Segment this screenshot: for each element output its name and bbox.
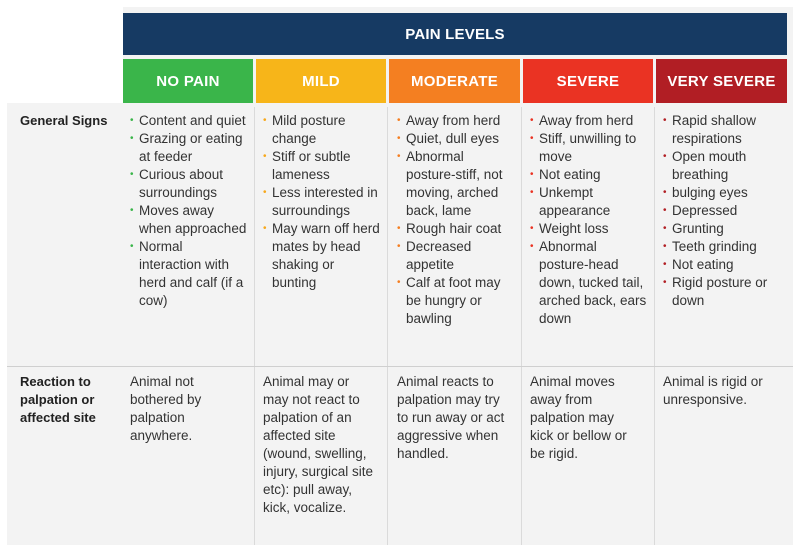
sign-list-item: Depressed (663, 202, 783, 220)
sign-list-item: Rigid posture or down (663, 274, 783, 310)
sign-list-item: Abnormal posture-head down, tucked tail,… (530, 238, 648, 328)
level-moderate: MODERATE (389, 59, 520, 103)
sign-list-item: Grunting (663, 220, 783, 238)
sign-list-item: Quiet, dull eyes (397, 130, 515, 148)
sign-list-item: Not eating (663, 256, 783, 274)
cell-general-mild: Mild posture changeStiff or subtle lamen… (263, 112, 381, 292)
sign-list-item: Content and quiet (130, 112, 248, 130)
cell-reaction-severe: Animal moves away from palpation may kic… (530, 374, 627, 461)
sign-list-item: Not eating (530, 166, 648, 184)
sign-list-item: Less interested in surroundings (263, 184, 381, 220)
cell-general-very-severe: Rapid shallow respirationsOpen mouth bre… (663, 112, 783, 310)
column-divider (387, 107, 388, 545)
sign-list-item: Away from herd (397, 112, 515, 130)
corner-blank (7, 7, 123, 103)
pain-levels-header: PAIN LEVELS (123, 13, 787, 55)
sign-list-item: Open mouth breathing (663, 148, 783, 184)
level-mild: MILD (256, 59, 386, 103)
sign-list-item: Stiff or subtle lameness (263, 148, 381, 184)
sign-list-item: Moves away when approached (130, 202, 248, 238)
cell-reaction-moderate: Animal reacts to palpation may try to ru… (397, 374, 505, 461)
sign-list-item: Teeth grinding (663, 238, 783, 256)
cell-reaction-mild: Animal may or may not react to palpation… (263, 374, 374, 515)
cell-general-no-pain: Content and quietGrazing or eating at fe… (130, 112, 248, 310)
level-very-severe: VERY SEVERE (656, 59, 787, 103)
column-divider (654, 107, 655, 545)
cell-reaction-no-pain: Animal not bothered by palpation anywher… (130, 374, 202, 443)
sign-list-item: Weight loss (530, 220, 648, 238)
sign-list-item: Normal interaction with herd and calf (i… (130, 238, 248, 310)
cell-general-moderate: Away from herdQuiet, dull eyesAbnormal p… (397, 112, 515, 328)
cell-reaction-very-severe: Animal is rigid or unresponsive. (663, 374, 763, 407)
sign-list-item: Rough hair coat (397, 220, 515, 238)
sign-list-item: Abnormal posture-stiff, not moving, arch… (397, 148, 515, 220)
sign-list-item: Stiff, unwilling to move (530, 130, 648, 166)
level-no-pain: NO PAIN (123, 59, 253, 103)
row-label-reaction: Reaction to palpation or affected site (20, 374, 96, 425)
sign-list-item: Calf at foot may be hungry or bawling (397, 274, 515, 328)
sign-list-item: May warn off herd mates by head shaking … (263, 220, 381, 292)
sign-list-item: Unkempt appearance (530, 184, 648, 220)
sign-list-item: bulging eyes (663, 184, 783, 202)
sign-list-item: Curious about surroundings (130, 166, 248, 202)
row-divider (7, 366, 793, 367)
row-label-general-signs: General Signs (20, 113, 108, 128)
sign-list-item: Grazing or eating at feeder (130, 130, 248, 166)
sign-list-item: Rapid shallow respirations (663, 112, 783, 148)
column-divider (521, 107, 522, 545)
sign-list-item: Mild posture change (263, 112, 381, 148)
sign-list-item: Away from herd (530, 112, 648, 130)
sign-list-item: Decreased appetite (397, 238, 515, 274)
cell-general-severe: Away from herdStiff, unwilling to moveNo… (530, 112, 648, 328)
level-severe: SEVERE (523, 59, 653, 103)
column-divider (254, 107, 255, 545)
